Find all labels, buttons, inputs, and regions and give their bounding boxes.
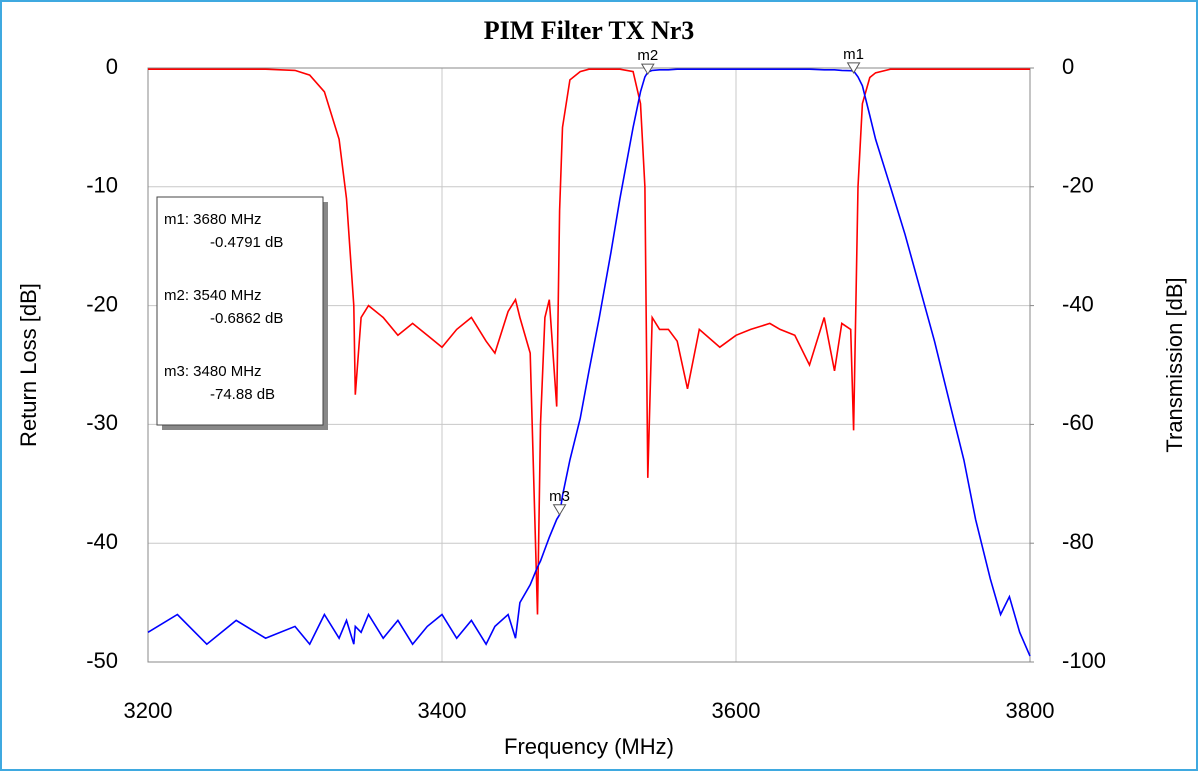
- chart-title: PIM Filter TX Nr3: [484, 16, 695, 45]
- marker-readout-value: -74.88 dB: [210, 386, 275, 403]
- y-tick-label: -40: [86, 529, 118, 554]
- series-line: [147, 68, 1031, 657]
- y-tick-label: -50: [86, 648, 118, 673]
- x-tick-label: 3200: [124, 698, 173, 723]
- marker-readout: m3: 3480 MHz: [164, 363, 262, 380]
- y2-axis-label: Transmission [dB]: [1162, 277, 1187, 452]
- x-tick-label: 3600: [712, 698, 761, 723]
- marker-triangle: [846, 62, 861, 74]
- y2-tick-label: -100: [1062, 648, 1106, 673]
- marker-label: m3: [549, 488, 570, 505]
- marker-readout-value: -0.4791 dB: [210, 234, 283, 251]
- marker-readout: m2: 3540 MHz: [164, 287, 262, 304]
- marker-readout: m1: 3680 MHz: [164, 211, 262, 228]
- y2-tick-label: -40: [1062, 291, 1094, 316]
- series-line: [148, 68, 1030, 615]
- marker-label: m2: [637, 47, 658, 64]
- y-tick-label: -20: [86, 291, 118, 316]
- marker-label: m1: [843, 46, 864, 63]
- y2-tick-label: -60: [1062, 410, 1094, 435]
- x-tick-label: 3800: [1006, 698, 1055, 723]
- x-axis-label: Frequency (MHz): [504, 734, 674, 759]
- marker-readout-value: -0.6862 dB: [210, 310, 283, 327]
- x-tick-label: 3400: [418, 698, 467, 723]
- plot-area: [147, 67, 1031, 663]
- y-tick-label: 0: [106, 54, 118, 79]
- y2-tick-label: -20: [1062, 173, 1094, 198]
- y-tick-label: -30: [86, 410, 118, 435]
- marker-triangle: [552, 504, 567, 516]
- y2-tick-label: 0: [1062, 54, 1074, 79]
- y-axis-label: Return Loss [dB]: [16, 283, 41, 447]
- y-tick-label: -10: [86, 173, 118, 198]
- marker-triangle: [640, 63, 655, 76]
- marker-box: [156, 196, 324, 426]
- y2-tick-label: -80: [1062, 529, 1094, 554]
